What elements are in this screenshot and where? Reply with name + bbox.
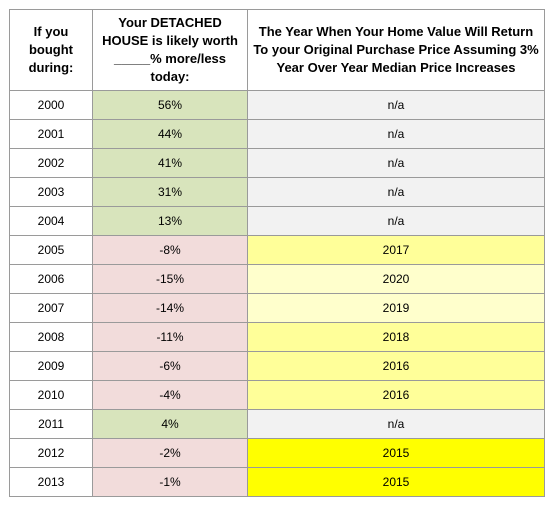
table-row: 2001 44% n/a — [9, 119, 545, 149]
table-row: 2005 -8% 2017 — [9, 235, 545, 265]
value-change-cell: 4% — [92, 409, 248, 439]
return-year-cell: 2015 — [247, 467, 545, 497]
return-year-cell: n/a — [247, 148, 545, 178]
value-change-cell: -15% — [92, 264, 248, 294]
purchase-year-cell: 2001 — [9, 119, 93, 149]
purchase-year-cell: 2010 — [9, 380, 93, 410]
return-year-cell: 2019 — [247, 293, 545, 323]
table-row: 2008 -11% 2018 — [9, 322, 545, 352]
value-change-cell: -2% — [92, 438, 248, 468]
value-change-cell: 44% — [92, 119, 248, 149]
table-row: 2012 -2% 2015 — [9, 438, 545, 468]
purchase-year-cell: 2009 — [9, 351, 93, 381]
value-change-cell: -11% — [92, 322, 248, 352]
header-purchase-year: If you bought during: — [9, 9, 93, 91]
home-value-table: If you bought during: Your DETACHED HOUS… — [9, 9, 545, 497]
return-year-cell: 2016 — [247, 380, 545, 410]
return-year-cell: n/a — [247, 206, 545, 236]
value-change-cell: 56% — [92, 90, 248, 120]
value-change-cell: 41% — [92, 148, 248, 178]
header-row: If you bought during: Your DETACHED HOUS… — [9, 9, 545, 91]
purchase-year-cell: 2008 — [9, 322, 93, 352]
value-change-cell: -4% — [92, 380, 248, 410]
return-year-cell: n/a — [247, 177, 545, 207]
table-container: If you bought during: Your DETACHED HOUS… — [9, 9, 545, 497]
header-value-change: Your DETACHED HOUSE is likely worth ____… — [92, 9, 248, 91]
table-row: 2003 31% n/a — [9, 177, 545, 207]
table-row: 2006 -15% 2020 — [9, 264, 545, 294]
value-change-cell: 31% — [92, 177, 248, 207]
purchase-year-cell: 2011 — [9, 409, 93, 439]
table-row: 2007 -14% 2019 — [9, 293, 545, 323]
value-change-cell: -1% — [92, 467, 248, 497]
value-change-cell: -14% — [92, 293, 248, 323]
header-return-year: The Year When Your Home Value Will Retur… — [247, 9, 545, 91]
purchase-year-cell: 2012 — [9, 438, 93, 468]
value-change-cell: 13% — [92, 206, 248, 236]
table-row: 2010 -4% 2016 — [9, 380, 545, 410]
purchase-year-cell: 2006 — [9, 264, 93, 294]
purchase-year-cell: 2000 — [9, 90, 93, 120]
purchase-year-cell: 2002 — [9, 148, 93, 178]
purchase-year-cell: 2013 — [9, 467, 93, 497]
table-row: 2000 56% n/a — [9, 90, 545, 120]
table-row: 2002 41% n/a — [9, 148, 545, 178]
table-row: 2004 13% n/a — [9, 206, 545, 236]
return-year-cell: n/a — [247, 119, 545, 149]
return-year-cell: n/a — [247, 90, 545, 120]
purchase-year-cell: 2005 — [9, 235, 93, 265]
return-year-cell: 2017 — [247, 235, 545, 265]
return-year-cell: 2018 — [247, 322, 545, 352]
return-year-cell: n/a — [247, 409, 545, 439]
return-year-cell: 2015 — [247, 438, 545, 468]
purchase-year-cell: 2007 — [9, 293, 93, 323]
table-row: 2011 4% n/a — [9, 409, 545, 439]
value-change-cell: -8% — [92, 235, 248, 265]
table-row: 2009 -6% 2016 — [9, 351, 545, 381]
value-change-cell: -6% — [92, 351, 248, 381]
purchase-year-cell: 2003 — [9, 177, 93, 207]
return-year-cell: 2020 — [247, 264, 545, 294]
return-year-cell: 2016 — [247, 351, 545, 381]
purchase-year-cell: 2004 — [9, 206, 93, 236]
table-row: 2013 -1% 2015 — [9, 467, 545, 497]
